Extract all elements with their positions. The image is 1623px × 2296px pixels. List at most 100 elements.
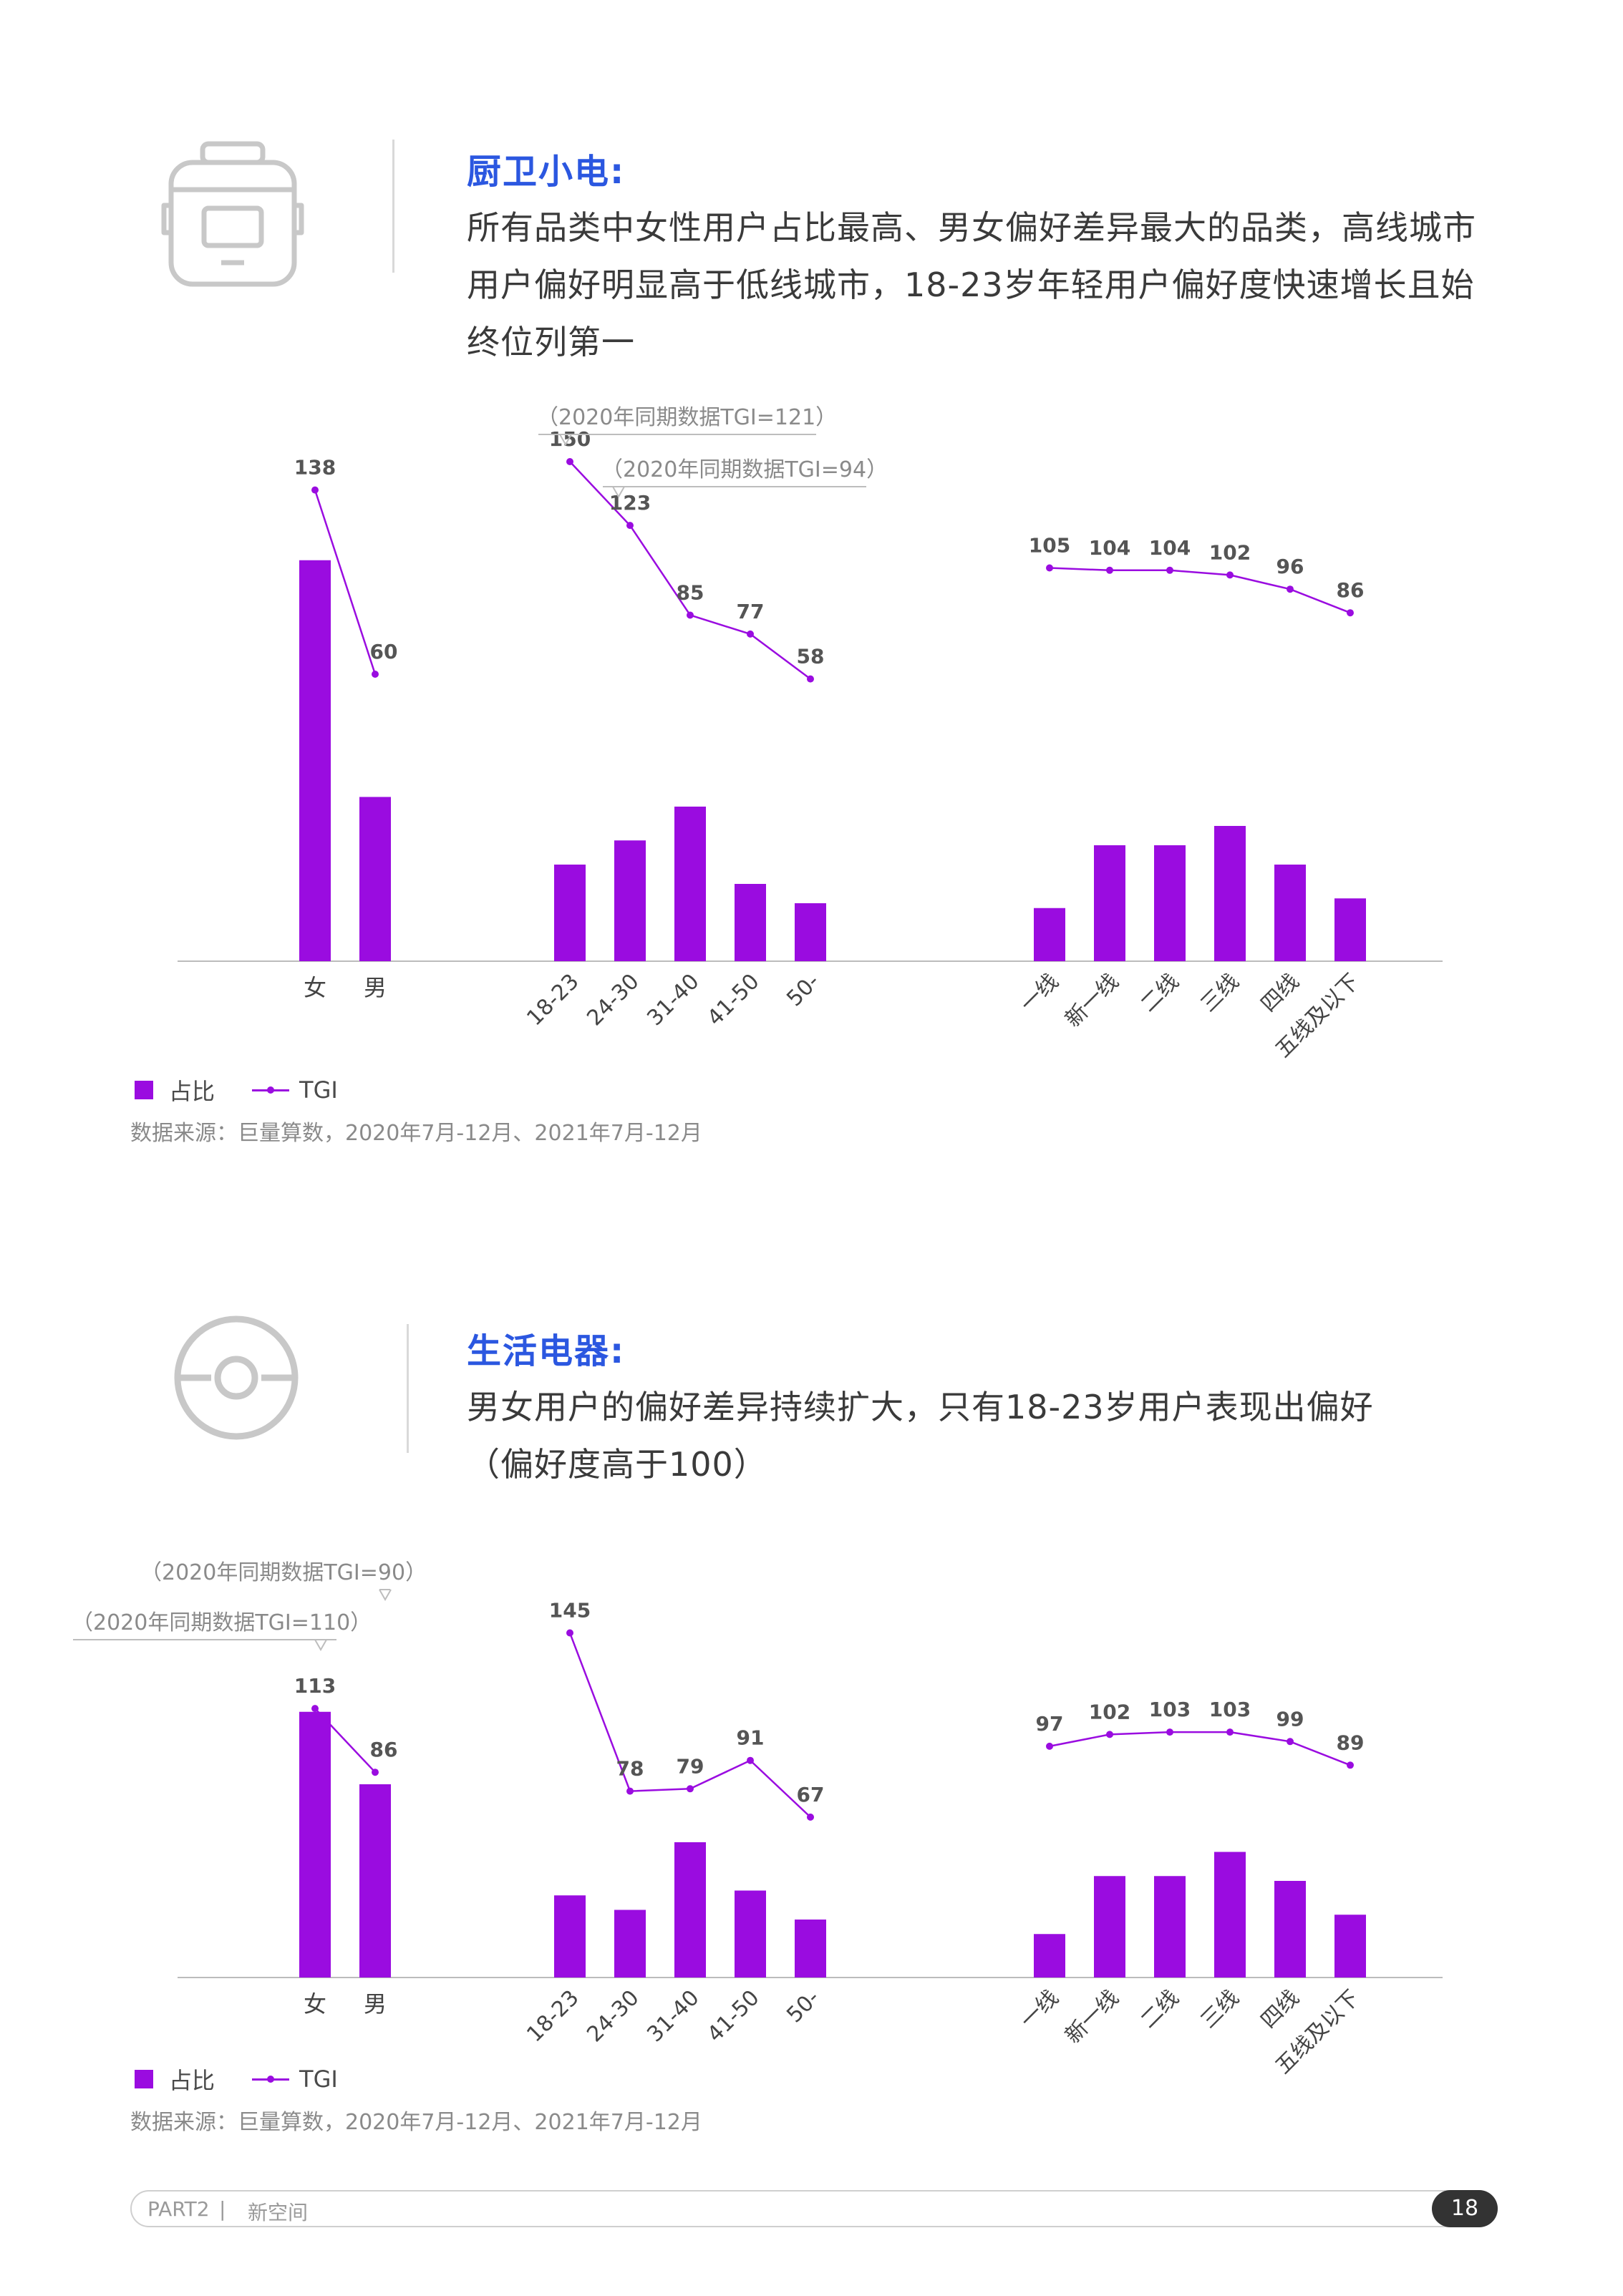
tgi-data-label: 145 [549, 1599, 591, 1623]
tgi-data-label: 102 [1209, 540, 1251, 564]
section-title: 厨卫小电: [467, 152, 626, 192]
x-tick-label: 女 [304, 974, 326, 1001]
bar [1334, 1915, 1366, 1978]
description-line: 男女用户的偏好差异持续扩大，只有18-23岁用户表现出偏好 [467, 1388, 1374, 1426]
x-tick-label: 一线 [1015, 969, 1063, 1017]
tgi-data-label: 113 [294, 1674, 336, 1698]
tgi-data-label: 103 [1209, 1698, 1251, 1721]
x-tick-label: 二线 [1135, 1985, 1183, 2033]
bar [299, 1711, 331, 1978]
description-line: （偏好度高于100） [467, 1445, 767, 1484]
tgi-point [1166, 1728, 1173, 1736]
tgi-point [687, 1785, 694, 1793]
rice-cooker-icon [161, 140, 304, 290]
bar [674, 807, 706, 961]
tgi-data-label: 123 [609, 491, 651, 515]
bar [554, 1895, 586, 1978]
legend: 占比 TGI [135, 2063, 338, 2096]
legend-bar-label: 占比 [169, 2067, 215, 2094]
legend-line-label: TGI [299, 2066, 338, 2093]
tgi-data-label: 67 [797, 1783, 825, 1806]
tgi-data-label: 85 [677, 581, 704, 605]
bar [1094, 1876, 1125, 1978]
x-tick-label: 50- [782, 1985, 824, 2028]
bar [299, 560, 331, 961]
tgi-point [747, 630, 754, 638]
bar [795, 1920, 826, 1978]
tgi-data-label: 104 [1149, 536, 1191, 560]
bar [735, 884, 766, 961]
tgi-data-label: 78 [616, 1757, 644, 1781]
tgi-data-label: 105 [1029, 534, 1070, 558]
bar [674, 1842, 706, 1978]
x-tick-label: 三线 [1196, 969, 1244, 1017]
divider [392, 140, 394, 273]
page-number: 18 [1432, 2190, 1498, 2227]
tgi-point [807, 675, 814, 683]
annotation-label: （2020年同期数据TGI=121） [537, 405, 837, 430]
tgi-point [1106, 566, 1113, 574]
tgi-data-label: 79 [677, 1754, 704, 1778]
tgi-data-label: 103 [1149, 1698, 1191, 1721]
bar [795, 903, 826, 961]
chart-kitchen-appliances: 女男1386018-2324-3031-4041-50 50-1501238577… [178, 405, 1443, 1063]
tgi-data-label: 91 [737, 1726, 765, 1750]
legend-bar-swatch [135, 1081, 153, 1099]
tgi-data-label: 86 [1337, 578, 1365, 602]
annotation-label: （2020年同期数据TGI=110） [72, 1610, 372, 1635]
bar [1334, 898, 1366, 961]
x-tick-label: 18-23 [522, 1985, 583, 2047]
section-description: 男女用户的偏好差异持续扩大，只有18-23岁用户表现出偏好 （偏好度高于100） [467, 1378, 1512, 1493]
tgi-data-label: 58 [797, 645, 825, 668]
tgi-point [566, 458, 573, 465]
bar [1154, 1876, 1186, 1978]
bar [614, 1910, 646, 1978]
tgi-point [311, 486, 319, 494]
tgi-point [372, 671, 379, 678]
tgi-point [566, 1629, 573, 1637]
x-tick-label: 41-50 [702, 1985, 764, 2047]
tgi-point [1166, 566, 1173, 574]
annotation-pointer [612, 486, 625, 499]
tgi-point [1226, 1728, 1234, 1736]
description-line: 用户偏好明显高于低线城市，18-23岁年轻用户偏好度快速增长且始 [467, 266, 1475, 304]
tgi-data-label: 99 [1276, 1707, 1304, 1731]
x-tick-label: 四线 [1256, 1985, 1304, 2033]
tgi-point [311, 1705, 319, 1713]
footer-separator: | [219, 2197, 226, 2221]
page-footer: PART2 | 新空间 18 [130, 2190, 1498, 2227]
x-tick-label: 新一线 [1060, 1985, 1123, 2048]
tgi-data-label: 104 [1089, 536, 1130, 560]
tgi-data-label: 77 [737, 600, 765, 623]
bar [1034, 1934, 1065, 1978]
bar [359, 1784, 391, 1978]
annotation-pointer [314, 1639, 327, 1652]
data-source: 数据来源：巨量算数，2020年7月-12月、2021年7月-12月 [130, 1121, 702, 1146]
bar [1214, 1852, 1246, 1978]
bar [1274, 865, 1306, 961]
tgi-point [1046, 564, 1053, 572]
tgi-point [1046, 1742, 1053, 1750]
tgi-point [1347, 1761, 1354, 1769]
bar [614, 840, 646, 961]
annotation-label: （2020年同期数据TGI=94） [601, 457, 888, 482]
tgi-data-label: 60 [370, 640, 398, 663]
x-tick-label: 四线 [1256, 969, 1304, 1017]
description-line: 所有品类中女性用户占比最高、男女偏好差异最大的品类，高线城市 [467, 208, 1476, 247]
tgi-data-label: 86 [370, 1738, 398, 1761]
legend: 占比 TGI [135, 1074, 338, 1106]
bar [554, 865, 586, 961]
footer-part: PART2 [147, 2197, 210, 2221]
x-tick-label: 一线 [1015, 1985, 1063, 2033]
x-tick-label: 二线 [1135, 969, 1183, 1017]
legend-bar-swatch [135, 2070, 153, 2088]
tgi-point [807, 1813, 814, 1821]
x-tick-label: 三线 [1196, 1985, 1244, 2033]
legend-line-swatch [252, 1086, 290, 1094]
x-tick-label: 50- [782, 969, 824, 1011]
tgi-point [747, 1756, 754, 1764]
target-circle-icon [168, 1310, 311, 1460]
bar [1274, 1881, 1306, 1978]
annotation-pointer [379, 1589, 392, 1602]
